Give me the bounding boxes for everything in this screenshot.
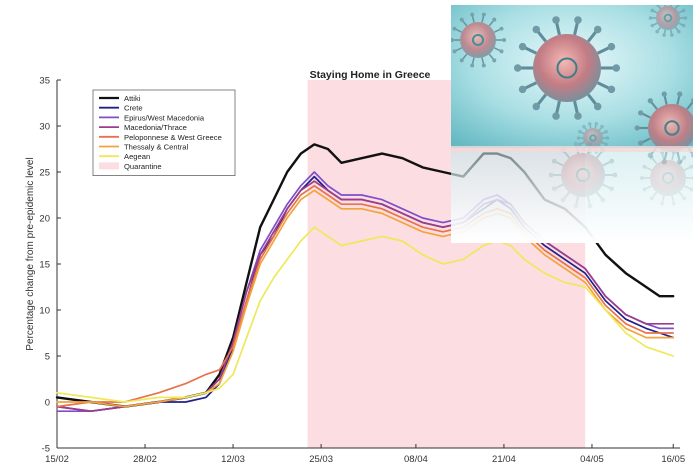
- y-tick-label: -5: [42, 444, 50, 455]
- legend-entry: Quarantine: [124, 162, 162, 171]
- x-tick-label: 15/02: [45, 454, 69, 465]
- y-tick-label: 10: [39, 306, 50, 317]
- legend-swatch: [99, 162, 119, 170]
- series-line-aegean: [56, 226, 675, 403]
- legend-entry: Crete: [124, 104, 143, 113]
- legend-entry: Aegean: [124, 152, 150, 161]
- legend-entry: Epirus/West Macedonia: [124, 113, 205, 122]
- legend-entry: Peloponnese & West Greece: [124, 133, 222, 142]
- y-axis-label: Percentage change from pre-epidemic leve…: [25, 157, 36, 350]
- x-tick-label: 28/02: [133, 454, 157, 465]
- series-line-peloponnese-west-greece: [56, 184, 675, 408]
- legend-box: [92, 89, 236, 176]
- virus-illustration: [451, 5, 693, 243]
- y-tick-label: 35: [39, 76, 50, 87]
- y-tick-label: 0: [45, 398, 50, 409]
- x-tick-label: 08/04: [404, 454, 428, 465]
- x-tick-label: 16/05: [661, 454, 685, 465]
- x-tick-label: 12/03: [221, 454, 245, 465]
- series-line-macedonia-thrace: [56, 180, 675, 413]
- x-tick-label: 25/03: [309, 454, 333, 465]
- y-tick-label: 5: [45, 352, 50, 363]
- x-tick-label: 04/05: [580, 454, 604, 465]
- y-tick-label: 20: [39, 214, 50, 225]
- chart-title: Staying Home in Greece: [310, 69, 431, 81]
- series-line-thessaly-central: [56, 189, 675, 408]
- legend-entry: Thessaly & Central: [124, 143, 188, 152]
- y-tick-label: 25: [39, 168, 50, 179]
- legend-entry: Attiki: [124, 94, 141, 103]
- x-tick-label: 21/04: [492, 454, 516, 465]
- y-tick-label: 15: [39, 260, 50, 271]
- legend-entry: Macedonia/Thrace: [124, 123, 187, 132]
- y-tick-label: 30: [39, 122, 50, 133]
